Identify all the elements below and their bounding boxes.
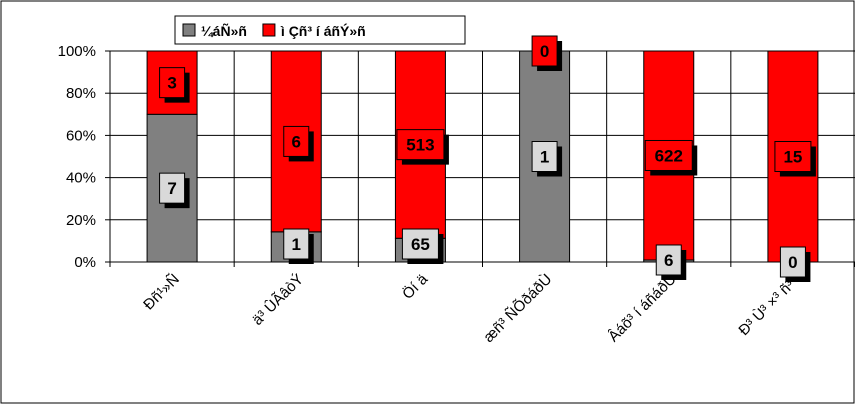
data-label-text: 513 bbox=[406, 136, 434, 155]
data-label-box bbox=[159, 172, 186, 204]
data-label: 7 bbox=[159, 172, 190, 209]
data-label-box bbox=[396, 129, 445, 161]
data-label: 513 bbox=[396, 129, 449, 165]
data-labels: 7 3 1 6 65 513 1 0 6 622 0 15 bbox=[159, 35, 816, 282]
data-label: 65 bbox=[401, 228, 444, 264]
data-label-text: 622 bbox=[655, 146, 683, 165]
data-label-text: 65 bbox=[411, 235, 430, 254]
legend-swatch bbox=[262, 23, 276, 37]
y-tick-labels: 0% 20% 40% 60% 80% 100% bbox=[58, 43, 96, 271]
data-label-box bbox=[655, 244, 682, 276]
data-label: 1 bbox=[283, 228, 314, 264]
legend: ¼áÑ»ñ ì Çñ³ í áñÝ»ñ bbox=[174, 15, 466, 45]
data-label-text: 3 bbox=[167, 74, 176, 93]
data-label: 6 bbox=[283, 125, 314, 162]
data-label-text: 7 bbox=[167, 179, 176, 198]
data-label-box bbox=[644, 139, 693, 171]
data-label-box bbox=[159, 67, 186, 99]
legend-label: ì Çñ³ í áñÝ»ñ bbox=[280, 22, 366, 39]
y-tick-label: 40% bbox=[66, 170, 96, 187]
data-label-text: 6 bbox=[664, 251, 673, 270]
data-label-text: 15 bbox=[783, 148, 802, 167]
y-tick-label: 80% bbox=[66, 85, 96, 102]
axes bbox=[105, 50, 855, 267]
data-label-box bbox=[283, 228, 310, 260]
data-label-box bbox=[531, 35, 558, 67]
data-label: 622 bbox=[644, 139, 698, 176]
data-label-box bbox=[283, 125, 310, 157]
y-tick-label: 0% bbox=[74, 254, 96, 271]
gridlines bbox=[110, 50, 855, 262]
data-label-box bbox=[401, 228, 439, 260]
data-label: 0 bbox=[779, 246, 811, 282]
data-label: 3 bbox=[159, 67, 190, 103]
legend-label: ¼áÑ»ñ bbox=[201, 22, 247, 39]
data-label: 1 bbox=[531, 141, 563, 177]
data-label-box bbox=[774, 141, 812, 172]
data-label-text: 0 bbox=[788, 253, 797, 272]
data-label-text: 1 bbox=[540, 148, 549, 167]
data-label-text: 0 bbox=[540, 42, 549, 61]
data-label-text: 6 bbox=[292, 132, 301, 151]
y-tick-label: 60% bbox=[66, 127, 96, 144]
data-label: 0 bbox=[531, 35, 563, 71]
legend-swatch bbox=[182, 23, 196, 37]
data-label-box bbox=[531, 141, 558, 172]
data-label: 6 bbox=[655, 244, 687, 280]
data-label-box bbox=[779, 246, 806, 278]
data-label-text: 1 bbox=[292, 235, 301, 254]
legend-box bbox=[174, 15, 466, 45]
data-label: 15 bbox=[774, 141, 816, 177]
y-tick-label: 20% bbox=[66, 212, 96, 229]
y-tick-label: 100% bbox=[58, 43, 96, 60]
